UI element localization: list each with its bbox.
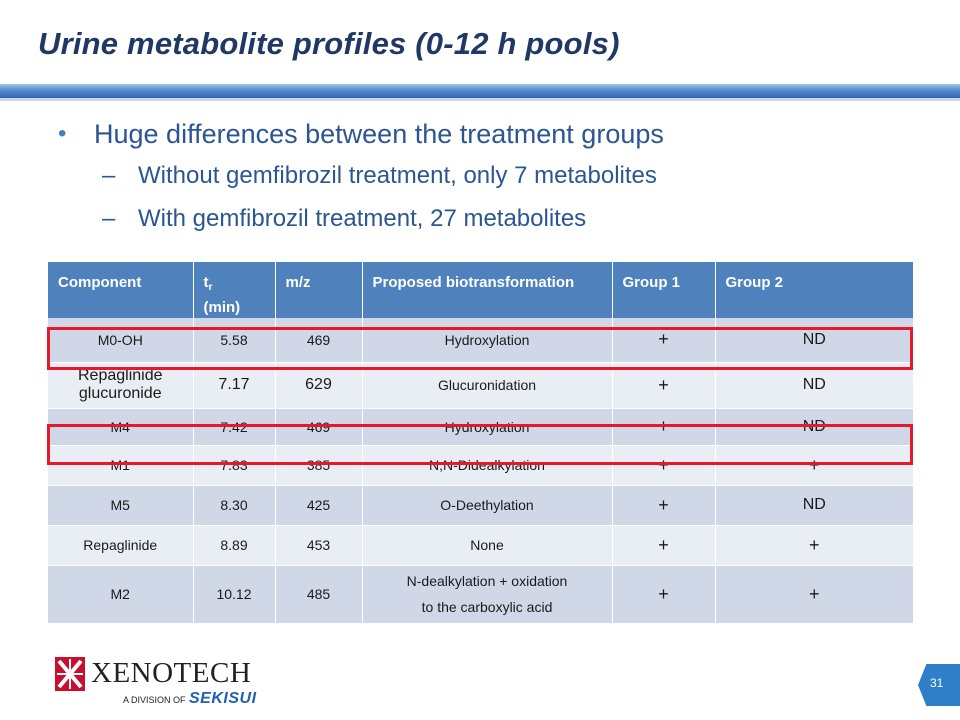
table-row: M2 10.12 485 N-dealkylation + oxidation t… (48, 565, 913, 624)
header-component: Component (48, 262, 194, 318)
bullet-sub-1: – Without gemfibrozil treatment, only 7 … (58, 154, 938, 197)
bullet-sub-2: – With gemfibrozil treatment, 27 metabol… (58, 197, 938, 240)
header-mz: m/z (275, 262, 363, 318)
cell-group-2: + (715, 445, 913, 486)
page-number-tab (918, 664, 960, 706)
cell-group-1: + (612, 485, 716, 526)
cell-mz: 453 (275, 525, 363, 566)
slide-title: Urine metabolite profiles (0-12 h pools) (38, 26, 620, 61)
header-biotransformation: Proposed biotransformation (362, 262, 613, 318)
header-group-2: Group 2 (715, 262, 913, 318)
cell-group-1: + (612, 318, 716, 363)
cell-group-1: + (612, 525, 716, 566)
bullet-list: • Huge differences between the treatment… (58, 114, 938, 240)
table-row: M0-OH 5.58 469 Hydroxylation + ND (48, 318, 913, 363)
table-header-row: Component tr (min) m/z Proposed biotransf… (48, 262, 913, 318)
highlight-box-m4 (47, 424, 913, 465)
cell-retention-time: 7.83 (193, 445, 276, 486)
logo-parent-text: SEKISUI (189, 690, 257, 707)
bullet-icon: • (58, 120, 67, 147)
table-row: Repaglinide 8.89 453 None + + (48, 525, 913, 566)
header-group-1: Group 1 (612, 262, 716, 318)
title-underline-shadow (0, 98, 960, 101)
cell-biotransformation: Hydroxylation (362, 318, 613, 363)
xenotech-logo-mark-icon (55, 657, 85, 691)
cell-component: M0-OH (48, 318, 194, 363)
cell-component: M2 (48, 565, 194, 624)
bullet-sub-1-text: Without gemfibrozil treatment, only 7 me… (138, 162, 657, 189)
title-underline-bar (0, 84, 960, 98)
cell-group-2: ND (715, 318, 913, 363)
cell-mz: 425 (275, 485, 363, 526)
cell-component: M5 (48, 485, 194, 526)
header-retention-time: tr (min) (193, 262, 276, 318)
dash-icon: – (102, 205, 116, 232)
cell-component: Repaglinide (48, 525, 194, 566)
cell-retention-time: 10.12 (193, 565, 276, 624)
cell-biotransformation: N-dealkylation + oxidation to the carboxy… (362, 565, 613, 624)
cell-component: M1 (48, 445, 194, 486)
cell-group-1: + (612, 565, 716, 624)
bullet-main-text: Huge differences between the treatment g… (94, 119, 664, 149)
cell-group-2: + (715, 565, 913, 624)
page-number: 31 (930, 676, 944, 690)
cell-retention-time: 8.89 (193, 525, 276, 566)
cell-retention-time: 5.58 (193, 318, 276, 363)
cell-mz: 385 (275, 445, 363, 486)
table-row: M5 8.30 425 O-Deethylation + ND (48, 485, 913, 526)
bullet-sub-2-text: With gemfibrozil treatment, 27 metabolit… (138, 205, 587, 232)
dash-icon: – (102, 162, 116, 189)
cell-group-1: + (612, 445, 716, 486)
logo-division-text: A DIVISION OF (123, 695, 186, 705)
logo-text: XENOTECH (91, 657, 252, 689)
cell-group-2: + (715, 525, 913, 566)
cell-mz: 485 (275, 565, 363, 624)
cell-biotransformation: N,N-Didealkylation (362, 445, 613, 486)
cell-mz: 469 (275, 318, 363, 363)
cell-retention-time: 8.30 (193, 485, 276, 526)
cell-biotransformation: O-Deethylation (362, 485, 613, 526)
bullet-main: • Huge differences between the treatment… (58, 114, 938, 154)
table-row: M1 7.83 385 N,N-Didealkylation + + (48, 445, 913, 486)
highlight-box-m0oh (47, 327, 913, 370)
xenotech-logo: XENOTECH A DIVISION OF SEKISUI (55, 655, 257, 710)
cell-group-2: ND (715, 485, 913, 526)
cell-biotransformation: None (362, 525, 613, 566)
